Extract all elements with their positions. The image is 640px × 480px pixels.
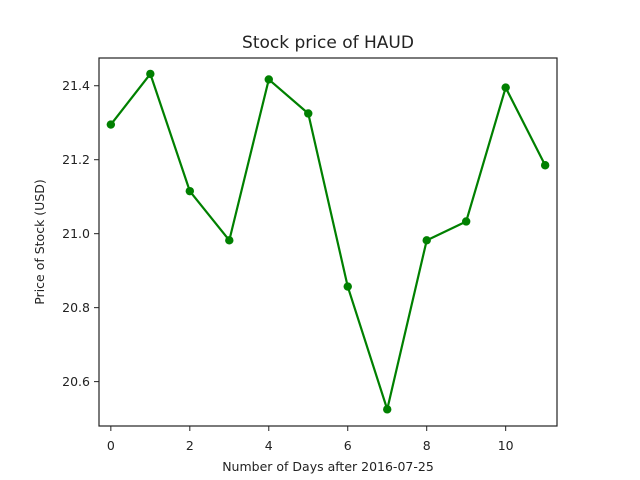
y-axis-label: Price of Stock (USD) — [32, 179, 47, 305]
y-tick-label: 21.2 — [62, 152, 90, 167]
y-tick-label: 20.8 — [62, 300, 90, 315]
data-point — [422, 236, 431, 245]
x-tick-label: 4 — [265, 438, 273, 453]
data-point — [185, 186, 195, 196]
x-tick-label: 2 — [186, 438, 194, 453]
data-point — [461, 217, 471, 226]
y-tick-label: 21.0 — [62, 226, 90, 241]
y-tick-label: 21.4 — [62, 78, 90, 93]
data-point — [501, 83, 510, 92]
data-point — [225, 236, 234, 245]
series-line — [109, 72, 547, 411]
data-point — [540, 161, 550, 170]
x-axis: 0 2 4 6 8 10 — [107, 426, 514, 453]
x-tick-label: 10 — [498, 438, 514, 453]
chart-title: Stock price of HAUD — [242, 33, 414, 53]
data-point — [146, 69, 155, 79]
data-point — [343, 282, 352, 291]
x-tick-label: 6 — [344, 438, 352, 453]
x-axis-label: Number of Days after 2016-07-25 — [222, 459, 434, 474]
x-tick-label: 8 — [423, 438, 431, 453]
data-point — [304, 109, 313, 118]
data-point — [383, 405, 392, 414]
plot-area — [98, 57, 558, 427]
data-point — [264, 75, 273, 84]
data-point — [106, 120, 116, 129]
series-layer — [106, 69, 550, 414]
y-axis: 20.6 20.8 21.0 21.2 21.4 — [62, 78, 99, 389]
y-tick-label: 20.6 — [62, 374, 90, 389]
x-tick-label: 0 — [107, 438, 115, 453]
